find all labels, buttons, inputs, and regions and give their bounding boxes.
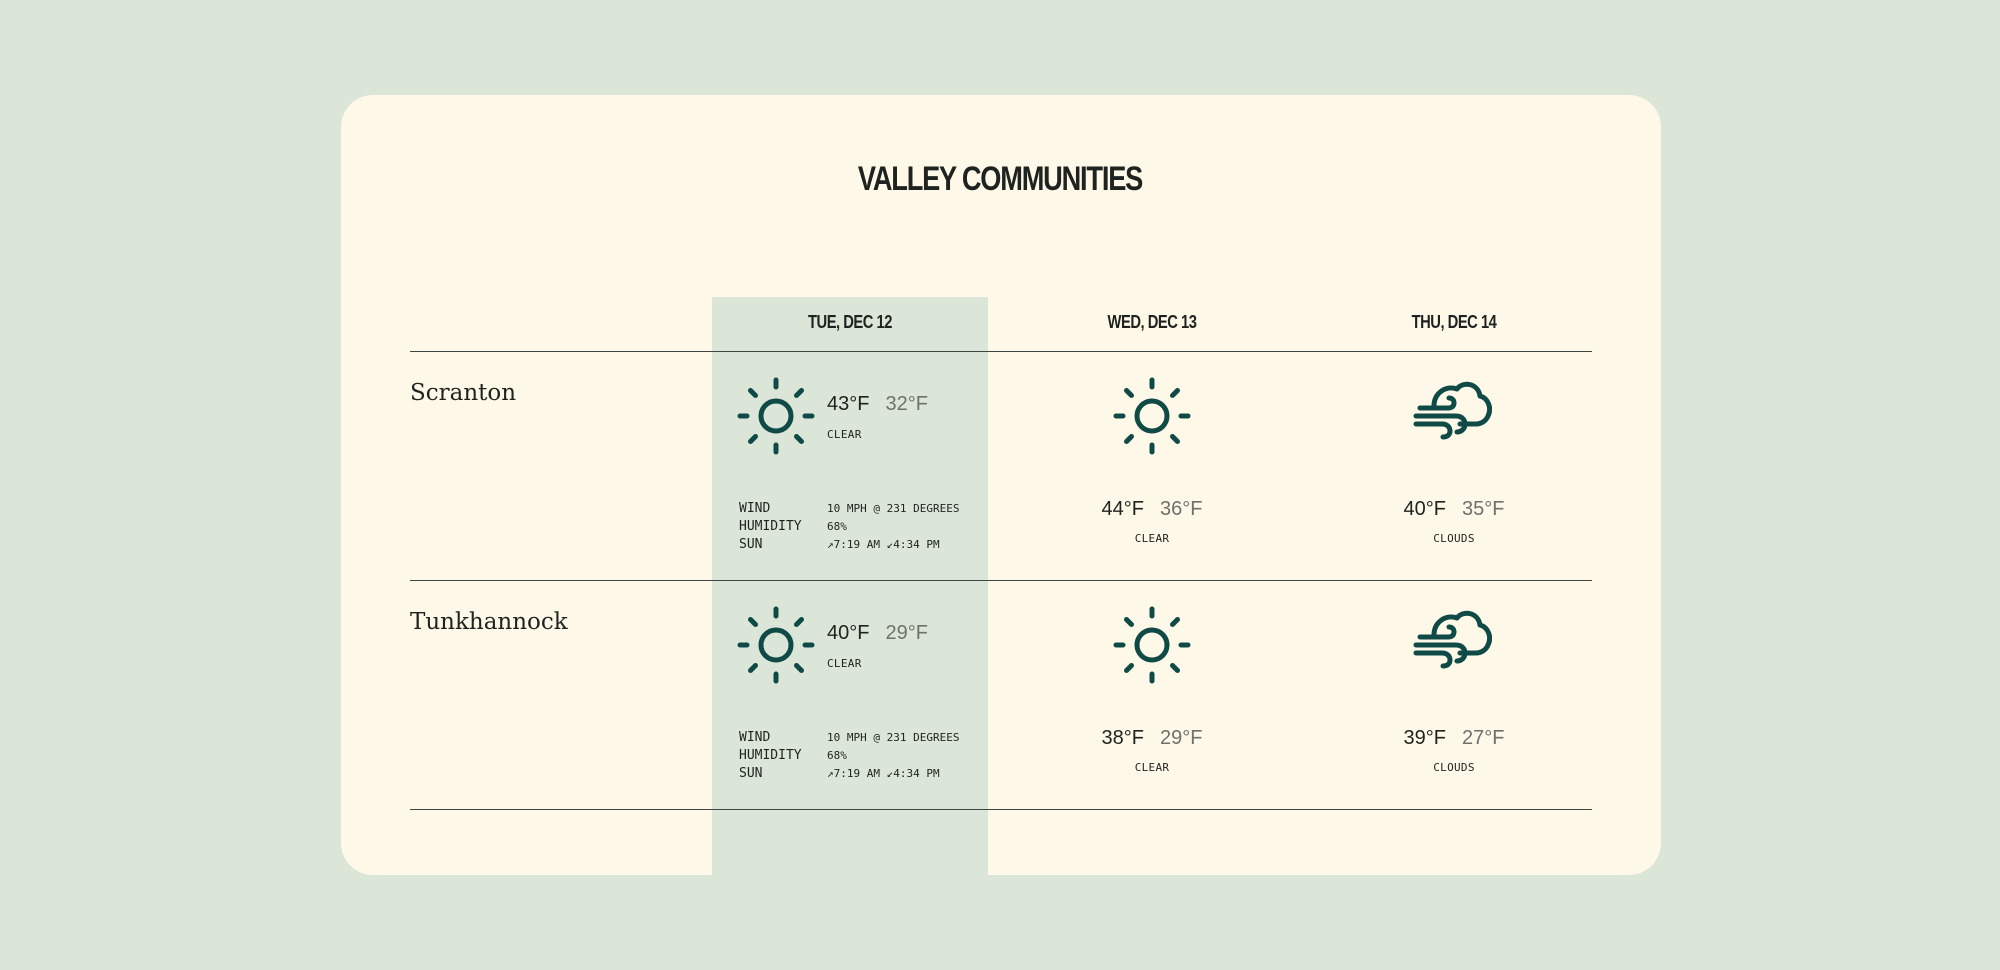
today-temps: 40°F 29°F bbox=[827, 622, 928, 645]
wind-value: 10 MPH @ 231 DEGREES bbox=[827, 501, 960, 515]
condition-label: CLOUDS bbox=[1433, 532, 1475, 545]
today-details: WIND 10 MPH @ 231 DEGREES HUMIDITY 68% SUN… bbox=[739, 499, 959, 553]
forecast-temps: 39°F 27°F bbox=[1316, 727, 1592, 750]
condition-label: CLEAR bbox=[827, 428, 862, 441]
forecast-temps: 38°F 29°F bbox=[1014, 727, 1290, 750]
divider bbox=[410, 580, 1592, 581]
sun-label: SUN bbox=[739, 536, 763, 552]
day-header-wed: WED, DEC 13 bbox=[1107, 312, 1197, 332]
condition-label: CLEAR bbox=[827, 657, 862, 670]
high-temp: 39°F bbox=[1403, 727, 1446, 749]
sun-icon bbox=[736, 605, 816, 685]
high-temp: 40°F bbox=[827, 622, 870, 644]
wind-label: WIND bbox=[739, 500, 771, 516]
wind-cloud-icon bbox=[1412, 376, 1492, 456]
low-temp: 29°F bbox=[885, 622, 928, 644]
forecast-card bbox=[341, 95, 1661, 875]
condition-label: CLEAR bbox=[1134, 761, 1170, 774]
divider bbox=[410, 809, 1592, 810]
humidity-label: HUMIDITY bbox=[739, 747, 802, 763]
low-temp: 36°F bbox=[1160, 498, 1203, 520]
high-temp: 44°F bbox=[1101, 498, 1144, 520]
forecast-temps: 44°F 36°F bbox=[1014, 498, 1290, 521]
condition-label: CLEAR bbox=[1134, 532, 1170, 545]
low-temp: 32°F bbox=[885, 393, 928, 415]
city-name-tunkhannock: Tunkhannock bbox=[410, 609, 568, 635]
forecast-temps: 40°F 35°F bbox=[1316, 498, 1592, 521]
low-temp: 29°F bbox=[1160, 727, 1203, 749]
humidity-value: 68% bbox=[827, 519, 847, 533]
humidity-label: HUMIDITY bbox=[739, 518, 802, 534]
day-header-thu: THU, DEC 14 bbox=[1411, 312, 1497, 332]
wind-cloud-icon bbox=[1412, 605, 1492, 685]
wind-value: 10 MPH @ 231 DEGREES bbox=[827, 730, 960, 744]
page-title: VALLEY COMMUNITIES bbox=[857, 160, 1143, 198]
sun-icon bbox=[1112, 605, 1192, 685]
high-temp: 38°F bbox=[1101, 727, 1144, 749]
sun-icon bbox=[1112, 376, 1192, 456]
wind-label: WIND bbox=[739, 729, 771, 745]
condition-label: CLOUDS bbox=[1433, 761, 1475, 774]
humidity-value: 68% bbox=[827, 748, 847, 762]
city-name-scranton: Scranton bbox=[410, 380, 517, 406]
low-temp: 35°F bbox=[1462, 498, 1505, 520]
high-temp: 43°F bbox=[827, 393, 870, 415]
sun-label: SUN bbox=[739, 765, 763, 781]
low-temp: 27°F bbox=[1462, 727, 1505, 749]
today-details: WIND 10 MPH @ 231 DEGREES HUMIDITY 68% SUN… bbox=[739, 728, 959, 782]
today-temps: 43°F 32°F bbox=[827, 393, 928, 416]
day-header-tue: TUE, DEC 12 bbox=[808, 312, 892, 332]
sun-times-value: ↗7:19 AM ↙4:34 PM bbox=[827, 766, 940, 780]
high-temp: 40°F bbox=[1403, 498, 1446, 520]
today-column-highlight bbox=[712, 297, 988, 875]
sun-icon bbox=[736, 376, 816, 456]
sun-times-value: ↗7:19 AM ↙4:34 PM bbox=[827, 537, 940, 551]
divider bbox=[410, 351, 1592, 352]
